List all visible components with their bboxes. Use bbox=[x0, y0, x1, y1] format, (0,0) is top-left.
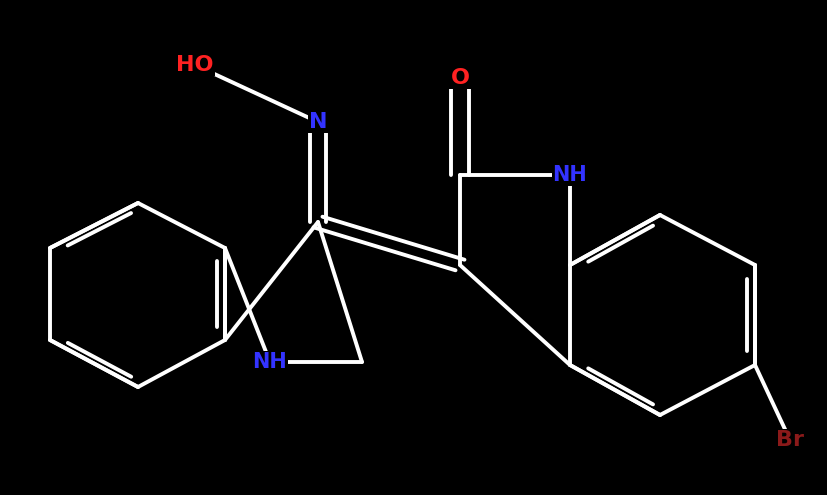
Text: NH: NH bbox=[252, 352, 287, 372]
Text: Br: Br bbox=[776, 430, 804, 450]
Text: O: O bbox=[451, 68, 470, 88]
Text: HO: HO bbox=[176, 55, 213, 75]
Text: N: N bbox=[308, 112, 327, 132]
Text: NH: NH bbox=[552, 165, 587, 185]
